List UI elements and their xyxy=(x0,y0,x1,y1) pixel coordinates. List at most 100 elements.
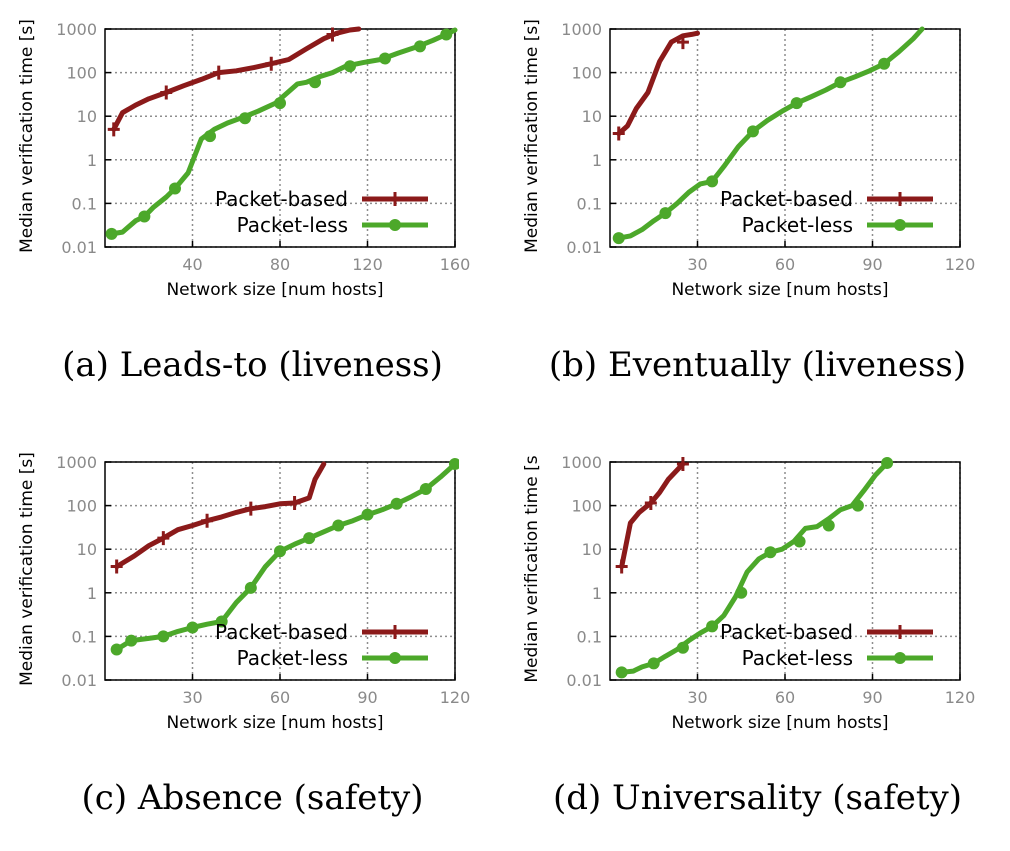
x-tick-label: 30 xyxy=(687,688,707,707)
packet-based-point xyxy=(612,126,625,141)
chart-a: 0.01 0.1 1 10 100 1000 40 80 120 160 Network size … xyxy=(17,19,470,300)
y-tick-label: 10 xyxy=(77,107,97,126)
packet-less-point xyxy=(157,630,170,643)
packet-less-point xyxy=(793,535,806,548)
y-axis-title: Median verification time [s] xyxy=(17,452,37,686)
packet-based-point xyxy=(676,456,689,471)
packet-less-point xyxy=(676,641,689,654)
packet-based-point xyxy=(326,27,339,42)
plot-area xyxy=(615,456,894,679)
y-tick-label: 10 xyxy=(582,540,602,559)
y-tick-label: 0.01 xyxy=(61,671,97,690)
y-tick-label: 0.1 xyxy=(72,194,97,213)
legend-marker-packet-less xyxy=(894,219,906,231)
packet-less-point xyxy=(110,643,123,656)
packet-less-point xyxy=(138,210,151,223)
packet-less-point xyxy=(244,581,257,594)
packet-less-point xyxy=(735,586,748,599)
legend-label-packet-based: Packet-based xyxy=(720,187,853,211)
y-tick-label: 100 xyxy=(571,64,602,83)
packet-less-point xyxy=(449,457,459,470)
y-tick-label: 1000 xyxy=(561,453,602,472)
packet-based-point xyxy=(157,531,170,546)
packet-less-point xyxy=(332,519,345,532)
legend-marker-packet-less xyxy=(389,652,401,664)
packet-less-point xyxy=(125,634,138,647)
legend-label-packet-based: Packet-based xyxy=(720,620,853,644)
caption-b: (b) Eventually (liveness) xyxy=(548,345,967,385)
caption-d: (d) Universality (safety) xyxy=(552,778,963,818)
packet-less-point xyxy=(612,232,625,245)
y-tick-label: 100 xyxy=(66,497,97,516)
packet-less-point xyxy=(414,40,426,53)
panel-a: 0.01 0.1 1 10 100 1000 40 80 120 160 Network size … xyxy=(0,0,505,418)
x-tick-label: 30 xyxy=(182,688,202,707)
chart-c: 0.01 0.1 1 10 100 1000 30 60 90 120 Network size [… xyxy=(17,452,471,733)
packet-less-point xyxy=(615,666,628,679)
plot-area xyxy=(612,26,925,245)
x-tick-label: 60 xyxy=(775,688,795,707)
x-tick-label: 60 xyxy=(270,688,290,707)
y-tick-label: 0.1 xyxy=(577,194,602,213)
y-tick-label: 0.01 xyxy=(61,238,97,257)
packet-less-point xyxy=(274,545,286,558)
packet-less-point xyxy=(303,532,316,545)
packet-less-point xyxy=(215,615,228,628)
legend-label-packet-based: Packet-based xyxy=(215,620,348,644)
y-tick-label: 1000 xyxy=(561,20,602,39)
packet-based-point xyxy=(288,495,301,510)
packet-less-line xyxy=(619,460,890,675)
y-tick-label: 10 xyxy=(582,107,602,126)
legend-marker-packet-based xyxy=(894,192,906,206)
x-tick-label: 90 xyxy=(862,255,882,274)
caption-a: (a) Leads-to (liveness) xyxy=(62,345,443,385)
packet-less-point xyxy=(309,76,321,89)
packet-based-point xyxy=(107,122,120,137)
packet-based-point xyxy=(615,559,628,574)
packet-less-point xyxy=(105,227,118,240)
x-axis-title: Network size [num hosts] xyxy=(166,280,383,300)
legend-marker-packet-based xyxy=(389,192,401,206)
panel-c: 0.01 0.1 1 10 100 1000 30 60 90 120 Network size [… xyxy=(0,433,505,851)
panel-b: 0.01 0.1 1 10 100 1000 30 60 90 120 Network size [… xyxy=(505,0,1010,418)
caption-c: (c) Absence (safety) xyxy=(81,778,424,818)
chart-b: 0.01 0.1 1 10 100 1000 30 60 90 120 Network size [… xyxy=(522,19,976,300)
x-tick-label: 40 xyxy=(182,255,202,274)
packet-less-point xyxy=(706,175,719,188)
x-axis-title: Network size [num hosts] xyxy=(671,280,888,300)
packet-less-point xyxy=(659,207,672,220)
y-tick-label: 1 xyxy=(87,584,97,603)
x-tick-label: 90 xyxy=(357,688,377,707)
x-axis-title: Network size [num hosts] xyxy=(671,713,888,733)
legend-label-packet-based: Packet-based xyxy=(215,187,348,211)
x-tick-label: 120 xyxy=(945,688,976,707)
y-tick-label: 0.1 xyxy=(72,627,97,646)
packet-based-point xyxy=(212,65,225,80)
x-tick-label: 120 xyxy=(440,688,471,707)
packet-less-point xyxy=(790,97,803,110)
packet-less-point xyxy=(706,620,719,633)
packet-less-point xyxy=(274,97,286,110)
legend-label-packet-less: Packet-less xyxy=(742,213,853,237)
legend-marker-packet-based xyxy=(389,625,401,639)
packet-less-point xyxy=(440,28,453,41)
y-axis-title: Median verification time [s] xyxy=(522,19,542,253)
x-axis-title: Network size [num hosts] xyxy=(166,713,383,733)
y-axis-title: Median verification time [s xyxy=(522,455,542,682)
packet-based-point xyxy=(244,501,257,516)
legend-marker-packet-based xyxy=(894,625,906,639)
chart-d: 0.01 0.1 1 10 100 1000 30 60 90 120 Network size [… xyxy=(522,453,976,733)
y-tick-label: 10 xyxy=(77,540,97,559)
y-tick-label: 1 xyxy=(87,151,97,170)
y-tick-label: 0.01 xyxy=(566,671,602,690)
y-axis-title: Median verification time [s] xyxy=(17,19,37,253)
y-tick-label: 1 xyxy=(592,151,602,170)
y-tick-label: 1 xyxy=(592,584,602,603)
x-tick-label: 120 xyxy=(945,255,976,274)
legend-label-packet-less: Packet-less xyxy=(742,646,853,670)
packet-based-point xyxy=(265,56,278,71)
panel-d: 0.01 0.1 1 10 100 1000 30 60 90 120 Network size [… xyxy=(505,433,1010,851)
packet-less-point xyxy=(647,657,660,670)
packet-less-point xyxy=(169,182,181,195)
